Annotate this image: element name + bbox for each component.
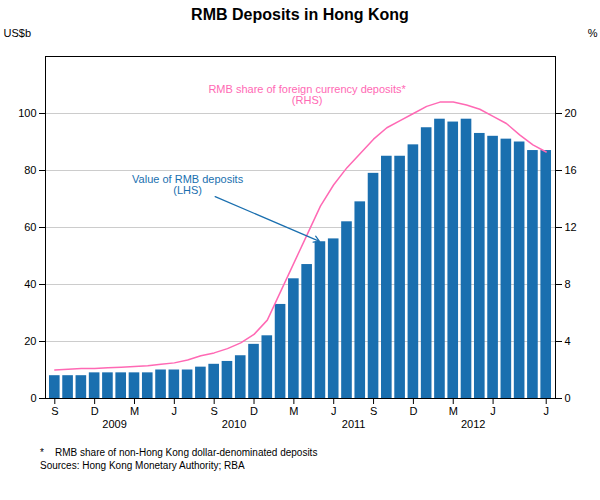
svg-text:2011: 2011 <box>342 418 366 430</box>
svg-text:S: S <box>370 405 377 417</box>
svg-text:M: M <box>130 405 139 417</box>
svg-text:80: 80 <box>24 164 36 176</box>
svg-text:S: S <box>211 405 218 417</box>
svg-text:100: 100 <box>18 107 36 119</box>
svg-text:8: 8 <box>565 278 571 290</box>
html-text:RMB Deposits in Hong Kong: RMB Deposits in Hong Kong <box>191 6 409 23</box>
svg-text:US$b: US$b <box>4 27 32 39</box>
svg-text:J: J <box>543 405 549 417</box>
svg-text:D: D <box>91 405 99 417</box>
svg-text:Value of RMB deposits(LHS): Value of RMB deposits(LHS) <box>132 173 244 196</box>
svg-text:D: D <box>250 405 258 417</box>
html-text:Sources: Hong Kong Monetary Au: Sources: Hong Kong Monetary Authority; R… <box>40 460 245 471</box>
svg-text:60: 60 <box>24 221 36 233</box>
svg-text:12: 12 <box>565 221 577 233</box>
svg-text:D: D <box>409 405 417 417</box>
svg-text:2010: 2010 <box>222 418 246 430</box>
svg-text:S: S <box>51 405 58 417</box>
svg-text:%: % <box>588 27 598 39</box>
svg-text:M: M <box>449 405 458 417</box>
html-text:* RMB share of non-Hong Kong d: * RMB share of non-Hong Kong dollar-deno… <box>40 447 318 458</box>
svg-text:RMB share of foreign currency: RMB share of foreign currency deposits*(… <box>208 83 406 106</box>
svg-text:J: J <box>172 405 178 417</box>
svg-text:40: 40 <box>24 278 36 290</box>
svg-text:M: M <box>289 405 298 417</box>
svg-text:4: 4 <box>565 335 571 347</box>
svg-text:20: 20 <box>24 335 36 347</box>
svg-text:16: 16 <box>565 164 577 176</box>
svg-text:20: 20 <box>565 107 577 119</box>
svg-text:J: J <box>490 405 496 417</box>
svg-text:2009: 2009 <box>102 418 126 430</box>
svg-text:2012: 2012 <box>461 418 485 430</box>
svg-text:0: 0 <box>30 392 36 404</box>
svg-text:J: J <box>331 405 337 417</box>
svg-text:0: 0 <box>565 392 571 404</box>
